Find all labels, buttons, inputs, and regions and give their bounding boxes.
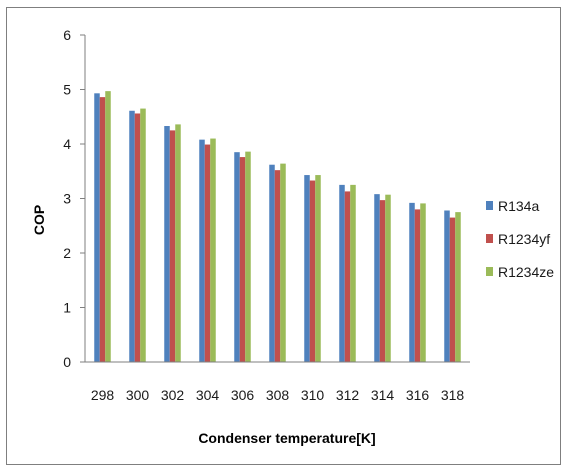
- legend: R134a R1234yf R1234ze: [486, 198, 554, 280]
- x-axis-title: Condenser temperature[K]: [198, 430, 375, 446]
- x-tick-label: 300: [126, 387, 150, 403]
- y-tick-label: 6: [63, 27, 71, 43]
- legend-swatch-r1234yf: [486, 234, 493, 243]
- legend-label-r134a: R134a: [498, 198, 539, 214]
- bar-r1234ze-304: [210, 138, 216, 362]
- bar-r1234yf-312: [344, 191, 351, 362]
- x-axis-ticks: 298 300 302 304 306 308 310 312 314 316 318: [91, 387, 465, 403]
- bar-r134a-304: [199, 139, 205, 362]
- x-tick-label: 314: [371, 387, 395, 403]
- bar-r1234ze-310: [315, 175, 321, 362]
- y-axis-ticks: 0 1 2 3 4 5 6: [63, 27, 85, 370]
- bar-r1234ze-306: [245, 151, 251, 362]
- x-tick-label: 298: [91, 387, 115, 403]
- bar-r134a-300: [129, 110, 135, 362]
- bar-r1234ze-298: [105, 91, 111, 362]
- y-tick-label: 4: [63, 136, 71, 152]
- legend-swatch-r134a: [486, 201, 493, 210]
- x-tick-label: 318: [441, 387, 465, 403]
- bar-r134a-314: [374, 194, 380, 362]
- bars: [94, 91, 461, 362]
- bar-r1234ze-318: [455, 212, 461, 362]
- bar-r134a-302: [164, 126, 170, 362]
- bar-r1234yf-300: [134, 113, 141, 362]
- bar-r1234ze-300: [140, 108, 146, 362]
- bar-r1234ze-312: [350, 184, 356, 362]
- bar-r134a-312: [339, 184, 345, 362]
- x-tick-label: 312: [336, 387, 360, 403]
- legend-swatch-r1234ze: [486, 267, 493, 276]
- x-tick-label: 302: [161, 387, 185, 403]
- x-tick-label: 316: [406, 387, 430, 403]
- y-tick-label: 2: [63, 245, 71, 261]
- legend-label-r1234yf: R1234yf: [498, 231, 550, 247]
- bar-r1234yf-302: [169, 130, 176, 362]
- bar-r1234ze-308: [280, 163, 286, 362]
- bar-r134a-306: [234, 152, 240, 362]
- bar-r134a-310: [304, 175, 310, 362]
- bar-r134a-308: [269, 164, 275, 362]
- y-tick-label: 3: [63, 191, 71, 207]
- bar-r1234yf-318: [449, 217, 456, 362]
- bar-r1234ze-314: [385, 194, 391, 362]
- x-tick-label: 306: [231, 387, 255, 403]
- y-tick-label: 1: [63, 300, 71, 316]
- bar-r1234yf-308: [274, 170, 281, 362]
- bar-r1234ze-316: [420, 203, 426, 362]
- bar-r1234yf-314: [379, 200, 386, 362]
- bar-r1234ze-302: [175, 124, 181, 362]
- bar-r134a-316: [409, 202, 415, 362]
- x-tick-label: 310: [301, 387, 325, 403]
- bar-r134a-298: [94, 93, 100, 362]
- bar-r1234yf-304: [204, 144, 211, 362]
- y-tick-label: 0: [63, 354, 71, 370]
- bar-r1234yf-310: [309, 180, 316, 362]
- bar-r1234yf-298: [99, 97, 106, 362]
- bar-r1234yf-306: [239, 157, 246, 362]
- y-axis-title: COP: [31, 205, 47, 235]
- bar-r134a-318: [444, 210, 450, 362]
- y-tick-label: 5: [63, 82, 71, 98]
- bar-r1234yf-316: [414, 209, 421, 362]
- x-tick-label: 304: [196, 387, 220, 403]
- x-tick-label: 308: [266, 387, 290, 403]
- legend-label-r1234ze: R1234ze: [498, 264, 554, 280]
